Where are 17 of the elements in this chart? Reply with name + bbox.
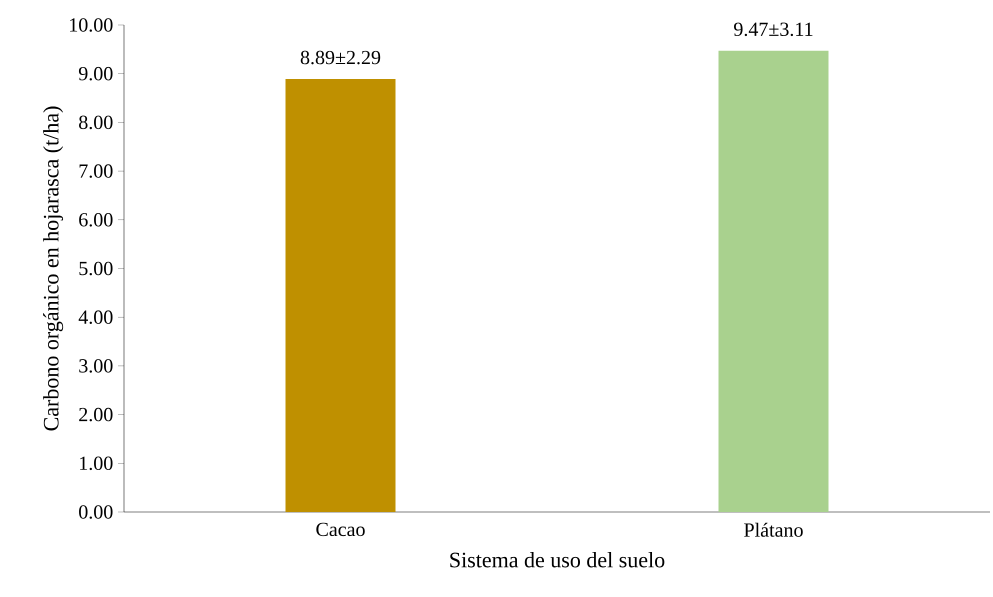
y-tick-label: 5.00	[79, 262, 113, 276]
y-tick-label: 0.00	[79, 505, 113, 519]
y-tick-label: 6.00	[79, 213, 113, 227]
y-axis-title: Carbono orgánico en hojarasca (t/ha)	[43, 106, 64, 430]
x-tick-label: Cacao	[316, 522, 365, 536]
x-tick-label: Plátano	[744, 522, 803, 537]
y-tick-label: 7.00	[80, 164, 113, 178]
y-tick-label: 4.00	[78, 310, 113, 324]
data-label: 8.89±2.29	[300, 50, 380, 64]
y-tick-label: 3.00	[79, 359, 113, 373]
x-axis-title: Sistema de uso del suelo	[450, 552, 664, 568]
y-tick-label: 10.00	[70, 18, 113, 32]
y-tick-label: 2.00	[79, 408, 113, 422]
data-label: 9.47±3.11	[734, 22, 812, 36]
y-tick-label: 9.00	[78, 66, 113, 80]
y-tick-label: 1.00	[80, 456, 113, 470]
y-tick-label: 8.00	[79, 116, 113, 130]
